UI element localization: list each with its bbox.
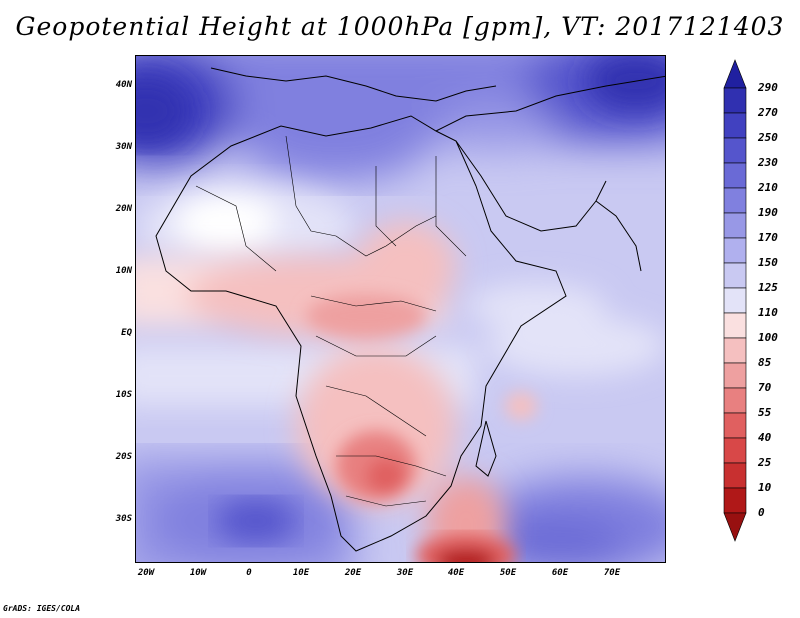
colorbar-arrow-bottom [723, 512, 747, 542]
x-tick-label-10w: 10W [189, 568, 207, 578]
colorbar-segment [723, 412, 747, 439]
colorbar-label-170: 170 [758, 231, 778, 244]
colorbar-segment [723, 437, 747, 464]
colorbar-label-150: 150 [758, 256, 778, 269]
x-tick-label-60e: 60E [551, 568, 569, 578]
x-tick-label-70e: 70E [603, 568, 621, 578]
colorbar-segment [723, 337, 747, 364]
x-tick-label-20w: 20W [137, 568, 155, 578]
y-tick-label-10n: 10N [115, 266, 132, 276]
x-tick-label-20e: 20E [344, 568, 362, 578]
y-tick-label-40n: 40N [115, 80, 132, 90]
field-low-mozambique-channel [416, 534, 516, 562]
colorbar-label-190: 190 [758, 206, 778, 219]
colorbar-segment [723, 387, 747, 414]
y-tick-label-30n: 30N [115, 142, 132, 152]
x-tick-label-40e: 40E [447, 568, 465, 578]
colorbar-label-0: 0 [758, 506, 765, 519]
colorbar-segment [723, 137, 747, 164]
colorbar-segment [723, 112, 747, 139]
colorbar [723, 59, 747, 542]
field-high-south-core [216, 499, 296, 543]
colorbar-segment [723, 462, 747, 489]
colorbar-label-230: 230 [758, 156, 778, 169]
colorbar-label-110: 110 [758, 306, 778, 319]
y-tick-label-30s: 30S [115, 514, 132, 524]
colorbar-label-10: 10 [758, 481, 772, 494]
colorbar-label-290: 290 [758, 81, 778, 94]
colorbar-segment [723, 187, 747, 214]
x-tick-label-50e: 50E [499, 568, 517, 578]
colorbar-arrow-top [723, 59, 747, 89]
colorbar-segment [723, 287, 747, 314]
map-panel [135, 55, 666, 563]
geopotential-height-map [136, 56, 665, 562]
country-borders [195, 135, 467, 507]
field-high-north-core [136, 56, 665, 146]
colorbar-label-270: 270 [758, 106, 778, 119]
colorbar-segment [723, 237, 747, 264]
y-tick-label-eq: EQ [121, 328, 132, 338]
colorbar-segment [723, 312, 747, 339]
colorbar-segment [723, 362, 747, 389]
coastlines [155, 67, 665, 552]
colorbar-segment [723, 162, 747, 189]
map-title: Geopotential Height at 1000hPa [gpm], VT… [15, 12, 785, 41]
colorbar-segment [723, 212, 747, 239]
colorbar-label-40: 40 [758, 431, 772, 444]
colorbar-label-25: 25 [758, 456, 772, 469]
colorbar-segment [723, 262, 747, 289]
colorbar-segment [723, 87, 747, 114]
y-tick-label-20s: 20S [115, 452, 132, 462]
colorbar-label-125: 125 [758, 281, 778, 294]
colorbar-label-100: 100 [758, 331, 778, 344]
field-low-africa-core [306, 294, 537, 501]
colorbar-segment [723, 487, 747, 514]
footer-credit: GrADS: IGES/COLA [3, 604, 81, 613]
y-tick-label-20n: 20N [115, 204, 132, 214]
x-tick-label-0: 0 [246, 568, 252, 578]
colorbar-label-55: 55 [758, 406, 772, 419]
x-tick-label-30e: 30E [396, 568, 414, 578]
colorbar-label-85: 85 [758, 356, 772, 369]
x-tick-label-10e: 10E [292, 568, 310, 578]
colorbar-label-210: 210 [758, 181, 778, 194]
colorbar-label-70: 70 [758, 381, 772, 394]
colorbar-label-250: 250 [758, 131, 778, 144]
y-tick-label-10s: 10S [115, 390, 132, 400]
